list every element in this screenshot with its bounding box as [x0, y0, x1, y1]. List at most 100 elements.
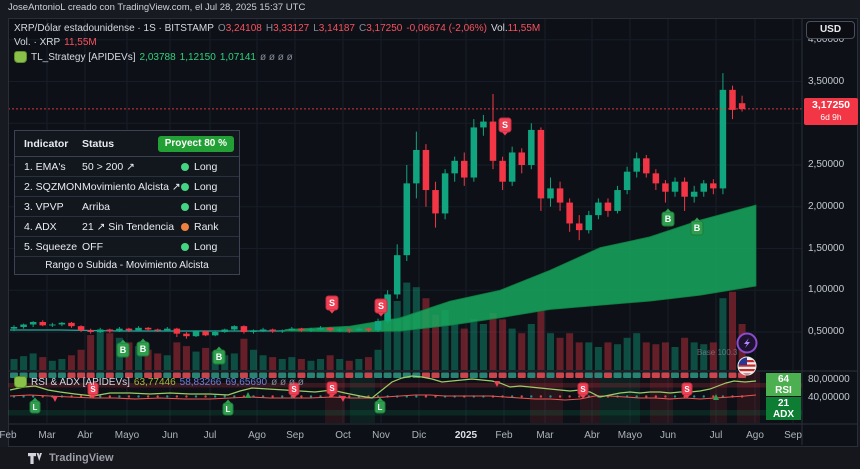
candle-body — [336, 329, 343, 331]
momentum-cell — [57, 372, 66, 378]
volume-bar — [297, 358, 305, 370]
sell-marker[interactable]: S — [288, 382, 300, 399]
momentum-cell — [326, 372, 335, 378]
signal-dot-row — [127, 395, 131, 398]
volume-legend-label[interactable]: Vol. · XRP — [14, 37, 61, 48]
signal-dot-row — [549, 395, 552, 398]
sell-marker[interactable]: S — [87, 382, 99, 399]
signal-dot-row — [424, 395, 428, 398]
vol-value: 11,55M — [507, 23, 541, 34]
sell-marker[interactable]: S — [374, 298, 388, 317]
sell-marker[interactable]: S — [577, 382, 589, 399]
volume-bar — [364, 357, 372, 370]
momentum-cell — [642, 372, 651, 378]
volume-bar — [441, 310, 449, 370]
rsi-empty-values: ø ø ø ø — [271, 376, 304, 388]
candle-body — [202, 331, 209, 336]
candle-body — [374, 321, 382, 331]
momentum-cell — [163, 372, 172, 378]
sell-marker[interactable]: S — [326, 381, 338, 398]
buy-marker[interactable]: L — [222, 399, 234, 416]
symbol-title[interactable]: XRP/Dólar estadounidense · 1S · BITSTAMP — [14, 23, 214, 34]
oversold-band — [8, 410, 802, 416]
signal-dot-row — [223, 395, 226, 398]
momentum-cell — [287, 372, 296, 378]
signal-dot-row — [712, 395, 715, 398]
sell-marker[interactable]: S — [498, 117, 512, 136]
volume-bar — [575, 342, 583, 370]
flag-stripe — [738, 373, 756, 375]
signal-dot-row — [213, 395, 217, 398]
sell-marker[interactable]: S — [681, 382, 693, 399]
rsi-legend-label[interactable]: RSI & ADX [APIDEVs] — [31, 376, 130, 388]
volume-bar — [546, 333, 554, 370]
buy-marker[interactable]: B — [136, 338, 150, 357]
open-value: 3,24108 — [225, 23, 262, 34]
momentum-cell — [345, 372, 354, 378]
buy-marker[interactable]: L — [29, 397, 41, 414]
momentum-cell — [680, 372, 689, 378]
volume-bar — [182, 346, 190, 370]
indicator-name: 5. Squeeze — [24, 240, 78, 253]
buy-marker[interactable]: B — [116, 339, 130, 358]
candle-body — [623, 171, 631, 191]
indicator-row-1: 1. EMA's 50 > 200 ↗ Long — [15, 157, 239, 177]
signal-dot-row — [568, 395, 571, 398]
indicator-row-4: 4. ADX 21 ↗ Sin Tendencia Rank — [15, 217, 239, 237]
momentum-cell — [613, 372, 622, 378]
volume-bar — [422, 298, 430, 370]
ema-cloud — [284, 204, 757, 333]
candle-body — [49, 324, 56, 326]
strategy-label[interactable]: TL_Strategy [APIDEVs] — [31, 51, 136, 63]
rsi-tick-label: 80,00000 — [808, 374, 850, 385]
currency-toggle-button[interactable]: USD — [806, 21, 855, 39]
time-tick-label: Ago — [746, 430, 764, 441]
momentum-cell — [86, 372, 95, 378]
momentum-cell — [393, 372, 402, 378]
candle-body — [566, 202, 573, 224]
buy-marker[interactable]: B — [690, 217, 704, 236]
volume-bar — [202, 347, 210, 370]
volume-bar — [326, 355, 334, 370]
volume-bar — [39, 357, 47, 370]
momentum-cell — [249, 372, 258, 378]
momentum-cell — [201, 372, 210, 378]
volume-bar — [374, 349, 382, 370]
candle-body — [461, 160, 468, 178]
momentum-cell — [48, 372, 57, 378]
svg-text:S: S — [329, 384, 335, 393]
indicator-row-5: 5. Squeeze OFF Long — [15, 237, 239, 257]
signal-dot-row — [645, 395, 648, 398]
volume-bar — [87, 335, 95, 370]
buy-marker[interactable]: B — [212, 346, 226, 365]
footer-brand[interactable]: TradingView — [49, 452, 114, 464]
indicator-name: 2. SQZMON — [24, 180, 82, 193]
high-value: 3,33127 — [273, 23, 310, 34]
momentum-cell — [239, 372, 248, 378]
momentum-cell — [594, 372, 603, 378]
adx-badge-number: 21 — [777, 398, 790, 409]
signal-text: Rank — [194, 220, 219, 233]
sell-marker[interactable]: S — [325, 295, 339, 314]
candle-body — [499, 160, 506, 182]
tradingview-logo-icon[interactable] — [28, 452, 43, 465]
candle-body — [470, 127, 478, 178]
rsi-badge-label: RSI — [775, 385, 792, 396]
signal-dot — [181, 182, 189, 191]
momentum-cell — [718, 372, 727, 378]
candle-body — [585, 215, 593, 231]
volume-bar — [566, 333, 574, 370]
svg-text:B: B — [140, 344, 147, 354]
buy-marker[interactable]: B — [661, 208, 675, 227]
candle-body — [432, 190, 439, 214]
signal-dot-row — [118, 395, 121, 398]
candle-body — [307, 329, 315, 331]
volume-bar — [29, 353, 37, 370]
signal-dot-row — [185, 395, 188, 398]
momentum-cell — [584, 372, 593, 378]
buy-marker[interactable]: L — [374, 397, 386, 414]
signal-dot-row — [146, 395, 150, 398]
adx-value-badge: 21 ADX — [766, 397, 801, 420]
candle-body — [269, 329, 276, 332]
